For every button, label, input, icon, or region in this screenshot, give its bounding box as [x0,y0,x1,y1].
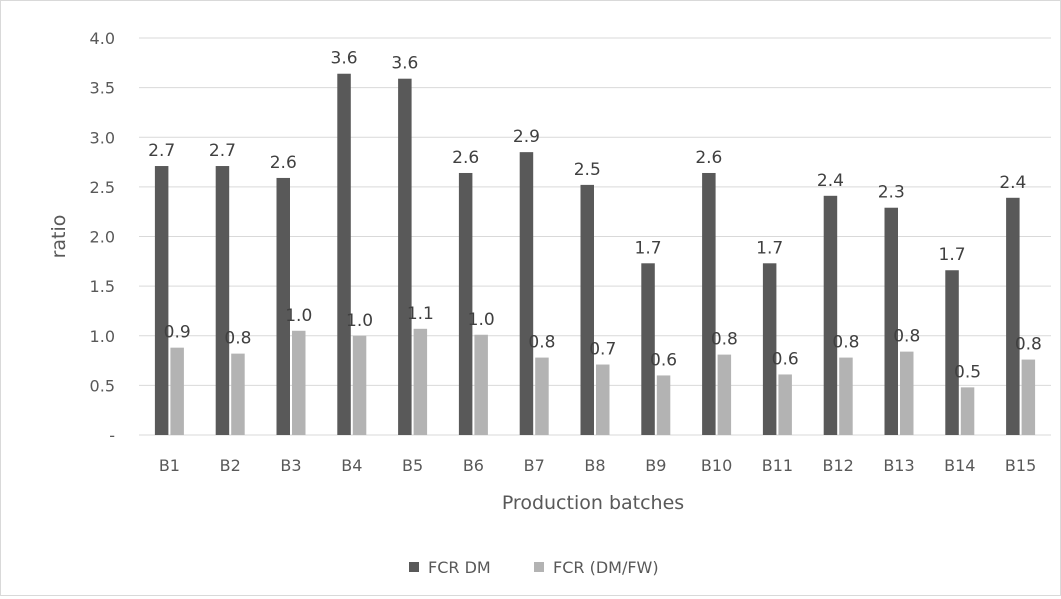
y-tick-label: 2.5 [90,178,115,197]
data-labels: 2.7 0.9 2.7 0.8 2.6 1.0 3.6 1.0 3.6 1.1 2.6 1.0 2.9 0… [148,49,1042,383]
data-label: 0.8 [711,330,738,350]
bar-fcr-dm-fw-b15 [1021,359,1036,435]
bar-fcr-dm-fw-b3 [292,330,306,435]
y-tick-label: 4.0 [90,29,115,48]
data-label: 2.7 [209,141,236,161]
bar-fcr-dm-b11 [762,263,777,435]
data-label: 1.7 [756,238,783,258]
x-tick-label: B11 [762,456,793,475]
bar-fcr-dm-fw-b9 [656,375,671,435]
bar-fcr-dm-fw-b11 [778,374,792,435]
x-tick-label: B1 [159,456,180,475]
bar-fcr-dm-fw-b6 [474,334,488,435]
bar-fcr-dm-fw-b5 [413,328,428,435]
bar-fcr-dm-b1 [154,166,169,435]
bar-fcr-dm-fw-b2 [231,353,245,435]
x-axis-title: Production batches [502,492,684,514]
data-label: 2.3 [878,183,905,203]
x-tick-label: B15 [1005,456,1036,475]
bar-fcr-dm-b9 [641,263,655,435]
x-tick-label: B10 [701,456,732,475]
bar-fcr-dm-fw-b10 [717,354,732,435]
data-label: 3.6 [391,54,418,74]
data-label: 0.8 [224,329,251,349]
data-label: 0.6 [772,349,799,369]
bar-fcr-dm-fw-b12 [839,357,853,435]
x-tick-labels: B1 B2 B3 B4 B5 B6 B7 B8 B9 B10 B11 B12 B13 B14 B15 [159,456,1036,475]
y-tick-label: 3.0 [90,128,115,147]
bar-fcr-dm-b8 [580,184,594,435]
data-label: 2.6 [452,148,479,168]
bar-fcr-dm-b4 [337,73,351,435]
data-label: 0.8 [1015,335,1042,355]
data-label: 1.0 [468,310,495,330]
bar-fcr-dm-fw-b4 [352,335,367,435]
data-label: 0.8 [893,327,920,347]
x-tick-label: B13 [883,456,914,475]
data-label: 2.6 [695,148,722,168]
bar-fcr-dm-b3 [276,177,290,435]
legend-swatch [534,562,544,572]
legend-label: FCR DM [428,558,491,577]
data-label: 1.7 [939,245,966,265]
bar-fcr-dm-b13 [884,207,898,435]
bar-fcr-dm-fw-b7 [535,357,549,435]
y-tick-label: 2.0 [90,228,115,247]
y-tick-label: 0.5 [90,376,115,395]
x-tick-label: B12 [823,456,854,475]
bar-fcr-dm-b7 [519,152,534,435]
data-label: 3.6 [331,49,358,69]
y-tick-label: - [109,426,115,445]
bar-fcr-dm-b10 [702,172,716,436]
bar-fcr-dm-b14 [945,270,959,435]
bar-fcr-dm-fw-b8 [596,364,610,435]
data-label: 1.7 [635,238,662,258]
data-label: 0.6 [650,350,677,370]
x-tick-label: B2 [220,456,241,475]
data-label: 2.5 [574,160,601,180]
x-tick-label: B8 [584,456,605,475]
y-axis-title: ratio [48,215,70,259]
bar-fcr-dm-b5 [398,78,412,435]
data-label: 2.4 [999,173,1026,193]
legend-swatch [409,562,419,572]
data-label: 0.8 [528,333,555,353]
data-label: 0.9 [164,323,191,343]
data-label: 0.5 [954,362,981,382]
data-label: 1.0 [285,306,312,326]
y-tick-label: 3.5 [90,79,115,98]
x-tick-label: B6 [463,456,484,475]
bars [154,73,1036,436]
bar-fcr-dm-fw-b14 [960,387,975,435]
x-tick-label: B7 [524,456,545,475]
y-tick-label: 1.5 [90,277,115,296]
y-tick-label: 1.0 [90,327,115,346]
bar-fcr-dm-b2 [215,166,230,435]
x-tick-label: B14 [944,456,975,475]
data-label: 0.8 [832,333,859,353]
bar-fcr-dm-fw-b13 [900,351,914,435]
data-label: 2.7 [148,141,175,161]
bar-fcr-dm-b12 [823,195,838,435]
x-tick-label: B9 [645,456,666,475]
legend-label: FCR (DM/FW) [553,558,659,577]
bar-fcr-dm-fw-b1 [170,347,184,435]
gridlines [139,37,1051,436]
x-tick-label: B5 [402,456,423,475]
x-tick-label: B3 [280,456,301,475]
bar-fcr-dm-b15 [1006,197,1020,435]
legend: FCR DM FCR (DM/FW) [409,558,659,577]
bar-fcr-dm-b6 [458,172,473,436]
data-label: 0.7 [589,340,616,360]
data-label: 1.1 [407,304,434,324]
data-label: 2.4 [817,171,844,191]
data-label: 1.0 [346,311,373,331]
data-label: 2.9 [513,127,540,147]
y-tick-labels: - 0.5 1.0 1.5 2.0 2.5 3.0 3.5 4.0 [90,29,115,445]
x-tick-label: B4 [341,456,362,475]
data-label: 2.6 [270,153,297,173]
